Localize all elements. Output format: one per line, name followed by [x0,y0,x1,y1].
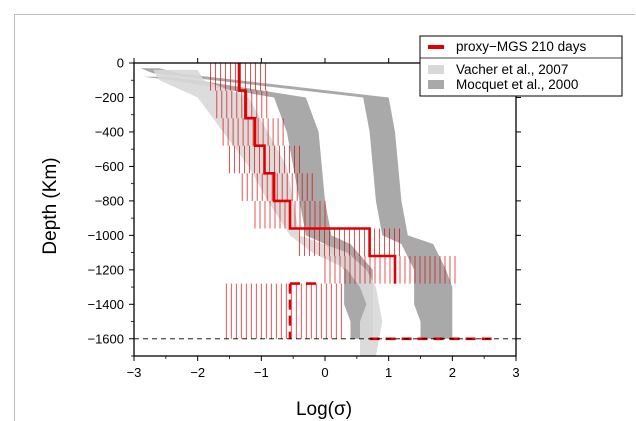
figure-frame [14,14,635,421]
x-tick-label: −3 [127,365,142,380]
legend-label: proxy−MGS 210 days [456,39,586,54]
x-tick-label: −2 [190,365,205,380]
legend-label: Mocquet et al., 2000 [456,77,578,92]
legend-swatch-vacher [428,65,444,74]
x-tick-label: 1 [385,365,392,380]
x-tick-label: 2 [449,365,456,380]
legend: proxy−MGS 210 days Vacher et al., 2007Moc… [419,35,623,97]
profile-step-line [237,63,397,284]
x-tick-label: −1 [254,365,269,380]
legend-swatch-mocquet [428,80,444,89]
y-tick-label: −1400 [87,297,124,312]
x-tick-label: 0 [321,365,328,380]
x-tick-label: 3 [512,365,519,380]
mocquet-band-1 [143,76,373,339]
legend-box [419,35,623,97]
x-axis-title: Log(σ) [296,399,352,420]
y-tick-label: −1000 [87,228,124,243]
error-bars-layer [209,63,456,339]
y-tick-label: −400 [95,124,124,139]
y-axis-title: Depth (Km) [40,157,61,254]
bands-layer [140,68,453,357]
y-tick-label: −600 [95,159,124,174]
y-tick-label: −1600 [87,331,124,346]
y-tick-label: 0 [117,56,124,71]
y-tick-label: −800 [95,193,124,208]
y-tick-label: −1200 [87,262,124,277]
mocquet-band-2 [140,68,453,339]
legend-label: Vacher et al., 2007 [456,62,568,77]
y-tick-label: −200 [95,90,124,105]
